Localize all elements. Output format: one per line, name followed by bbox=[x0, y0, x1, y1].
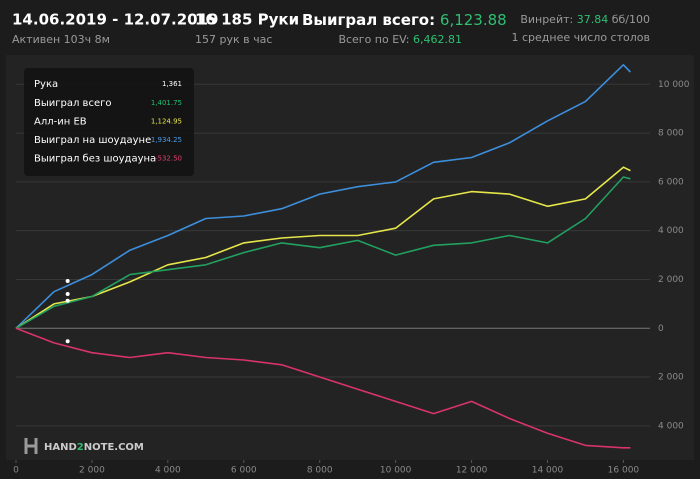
x-tick-label: 0 bbox=[13, 466, 19, 476]
tooltip-row-value: 1,124.95 bbox=[151, 118, 182, 126]
y-tick-label: 2 000 bbox=[658, 373, 684, 383]
x-tick-label: 12 000 bbox=[456, 466, 488, 476]
hover-dot bbox=[65, 298, 70, 303]
tooltip-box bbox=[24, 68, 194, 176]
x-tick-label: 4 000 bbox=[155, 466, 181, 476]
series-line bbox=[15, 166, 631, 329]
tooltip: Рука 1,361 Выиграл всего 1,401.75 Алл-ин EB 1… bbox=[24, 68, 194, 176]
x-tick-label: 10 000 bbox=[380, 466, 412, 476]
y-tick-label: 6 000 bbox=[658, 177, 684, 187]
tooltip-row-name: Выиграл без шоудауна bbox=[34, 154, 156, 165]
x-tick-label: 16 000 bbox=[608, 466, 640, 476]
tooltip-row-name: Алл-ин EB bbox=[34, 117, 87, 128]
tooltip-row-value: -532.50 bbox=[155, 155, 182, 163]
hover-dot bbox=[65, 292, 70, 297]
tooltip-label: Рука bbox=[34, 79, 58, 90]
won-total: Выиграл всего: 6,123.88 bbox=[302, 11, 507, 29]
winrate-unit: бб/100 bbox=[612, 13, 650, 26]
y-tick-label: 2 000 bbox=[658, 275, 684, 285]
ev-value: 6,462.81 bbox=[413, 33, 462, 46]
tooltip-row-value: 1,401.75 bbox=[151, 99, 182, 107]
series-line bbox=[15, 176, 631, 329]
hover-dot bbox=[65, 279, 70, 284]
x-tick-label: 8 000 bbox=[307, 466, 333, 476]
y-tick-label: 10 000 bbox=[658, 80, 690, 90]
series-line bbox=[15, 64, 631, 329]
hands-per-hour: 157 рук в час bbox=[195, 33, 272, 46]
tooltip-x: 1,361 bbox=[162, 80, 182, 88]
logo: HAND2NOTE.COM bbox=[24, 438, 144, 454]
hover-dot bbox=[65, 339, 70, 344]
winrate-label: Винрейт: bbox=[520, 13, 573, 26]
tooltip-row-name: Выиграл на шоудауне bbox=[34, 135, 151, 146]
ev-total: Всего по EV: 6,462.81 bbox=[338, 33, 462, 46]
plot: 4 000 2 000 0 2 000 4 000 6 000 8 000 10 000 0 2 … bbox=[13, 64, 690, 476]
hands: 16 185 Руки bbox=[195, 11, 299, 29]
tooltip-row-value: 1,934.25 bbox=[151, 136, 182, 144]
logo-mid: 2 bbox=[77, 442, 84, 453]
won-value: 6,123.88 bbox=[440, 11, 507, 29]
x-tick-label: 6 000 bbox=[231, 466, 257, 476]
y-tick-label: 4 000 bbox=[658, 226, 684, 236]
logo-icon bbox=[24, 438, 38, 454]
logo-left: HAND bbox=[44, 442, 77, 453]
tooltip-row-name: Выиграл всего bbox=[34, 98, 111, 109]
x-tick-label: 2 000 bbox=[79, 466, 105, 476]
tables: 1 среднее число столов bbox=[511, 31, 650, 44]
ev-label: Всего по EV: bbox=[338, 33, 409, 46]
active-time: Активен 103ч 8м bbox=[12, 33, 110, 46]
series-line bbox=[15, 327, 631, 449]
y-tick-label: 8 000 bbox=[658, 129, 684, 139]
won-label: Выиграл всего: bbox=[302, 11, 435, 29]
y-tick-label: 4 000 bbox=[658, 421, 684, 431]
winrate-value: 37.84 bbox=[577, 13, 609, 26]
logo-text: HAND2NOTE.COM bbox=[44, 442, 144, 453]
winrate: Винрейт: 37.84 бб/100 bbox=[520, 13, 650, 26]
date-range: 14.06.2019 - 12.07.2019 bbox=[12, 11, 218, 29]
x-tick-label: 14 000 bbox=[532, 466, 564, 476]
logo-right: NOTE.COM bbox=[84, 442, 144, 453]
y-tick-label: 0 bbox=[658, 324, 664, 334]
